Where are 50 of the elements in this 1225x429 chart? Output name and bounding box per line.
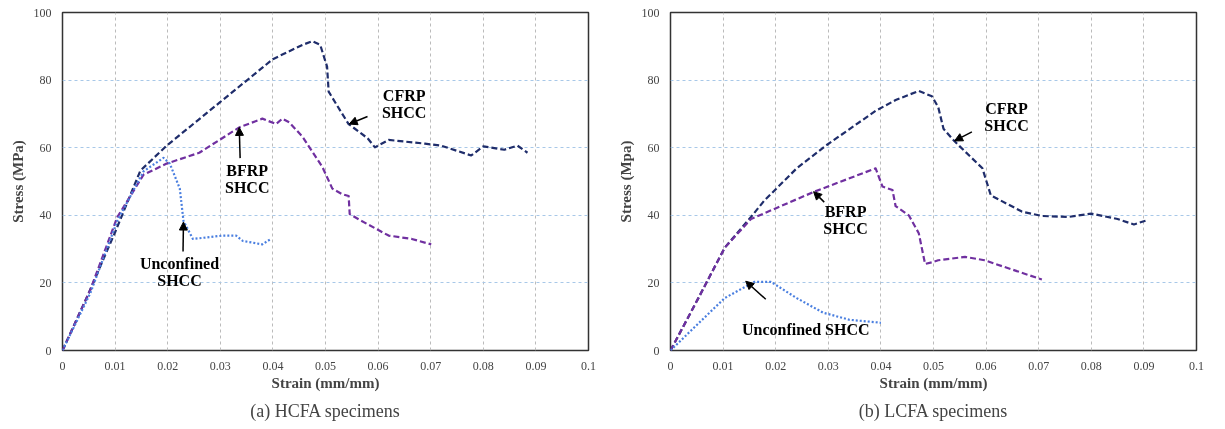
x-axis-title: Strain (mm/mm) — [271, 374, 380, 392]
line-series — [670, 280, 882, 351]
line-series — [62, 117, 433, 351]
x-tick-label: 0.04 — [870, 358, 892, 373]
x-tick-label: 0.06 — [975, 358, 997, 373]
x-tick-label: 0.1 — [1189, 358, 1204, 373]
annotation: BFRP SHCC — [225, 162, 270, 197]
y-tick-label: 80 — [647, 73, 660, 88]
x-tick-label: 0.1 — [581, 358, 596, 373]
x-tick-label: 0.01 — [104, 358, 126, 373]
y-tick-label: 100 — [641, 5, 660, 20]
line-series — [62, 156, 272, 351]
annotation: Unconfined SHCC — [139, 255, 220, 290]
y-tick-label: 40 — [647, 208, 660, 223]
y-tick-label: 60 — [647, 140, 660, 155]
y-tick-label: 100 — [33, 5, 52, 20]
x-tick-label: 0.05 — [923, 358, 944, 373]
y-axis-title: Stress (Mpa) — [617, 140, 635, 223]
x-tick-label: 0.07 — [420, 358, 442, 373]
x-tick-label: 0.03 — [817, 358, 839, 373]
x-tick-label: 0 — [59, 358, 66, 373]
text: (a) HCFA specimens — [250, 400, 400, 422]
line-series — [670, 167, 1043, 351]
annotation: Unconfined SHCC — [741, 320, 870, 338]
y-tick-label: 0 — [45, 343, 52, 358]
y-tick-label: 80 — [39, 73, 52, 88]
x-tick-label: 0.07 — [1028, 358, 1050, 373]
y-tick-label: 40 — [39, 208, 52, 223]
x-axis-title: Strain (mm/mm) — [879, 374, 988, 392]
annotation: CFRP SHCC — [984, 99, 1029, 134]
x-tick-label: 0.06 — [367, 358, 389, 373]
x-tick-label: 0 — [667, 358, 674, 373]
x-tick-label: 0.08 — [472, 358, 494, 373]
x-tick-label: 0.02 — [765, 358, 787, 373]
x-tick-label: 0.08 — [1080, 358, 1102, 373]
x-tick-label: 0.05 — [315, 358, 336, 373]
text: (b) LCFA specimens — [858, 400, 1008, 422]
y-tick-label: 0 — [653, 343, 660, 358]
x-tick-label: 0.03 — [209, 358, 231, 373]
x-tick-label: 0.04 — [262, 358, 284, 373]
x-tick-label: 0.01 — [712, 358, 734, 373]
y-tick-label: 20 — [39, 275, 52, 290]
x-tick-label: 0.02 — [157, 358, 179, 373]
x-tick-label: 0.09 — [525, 358, 547, 373]
annotation: CFRP SHCC — [381, 87, 427, 122]
y-tick-label: 20 — [647, 275, 660, 290]
y-tick-label: 60 — [39, 140, 52, 155]
x-tick-label: 0.09 — [1133, 358, 1155, 373]
y-axis-title: Stress (MPa) — [9, 140, 27, 223]
annotation: BFRP SHCC — [823, 202, 868, 237]
